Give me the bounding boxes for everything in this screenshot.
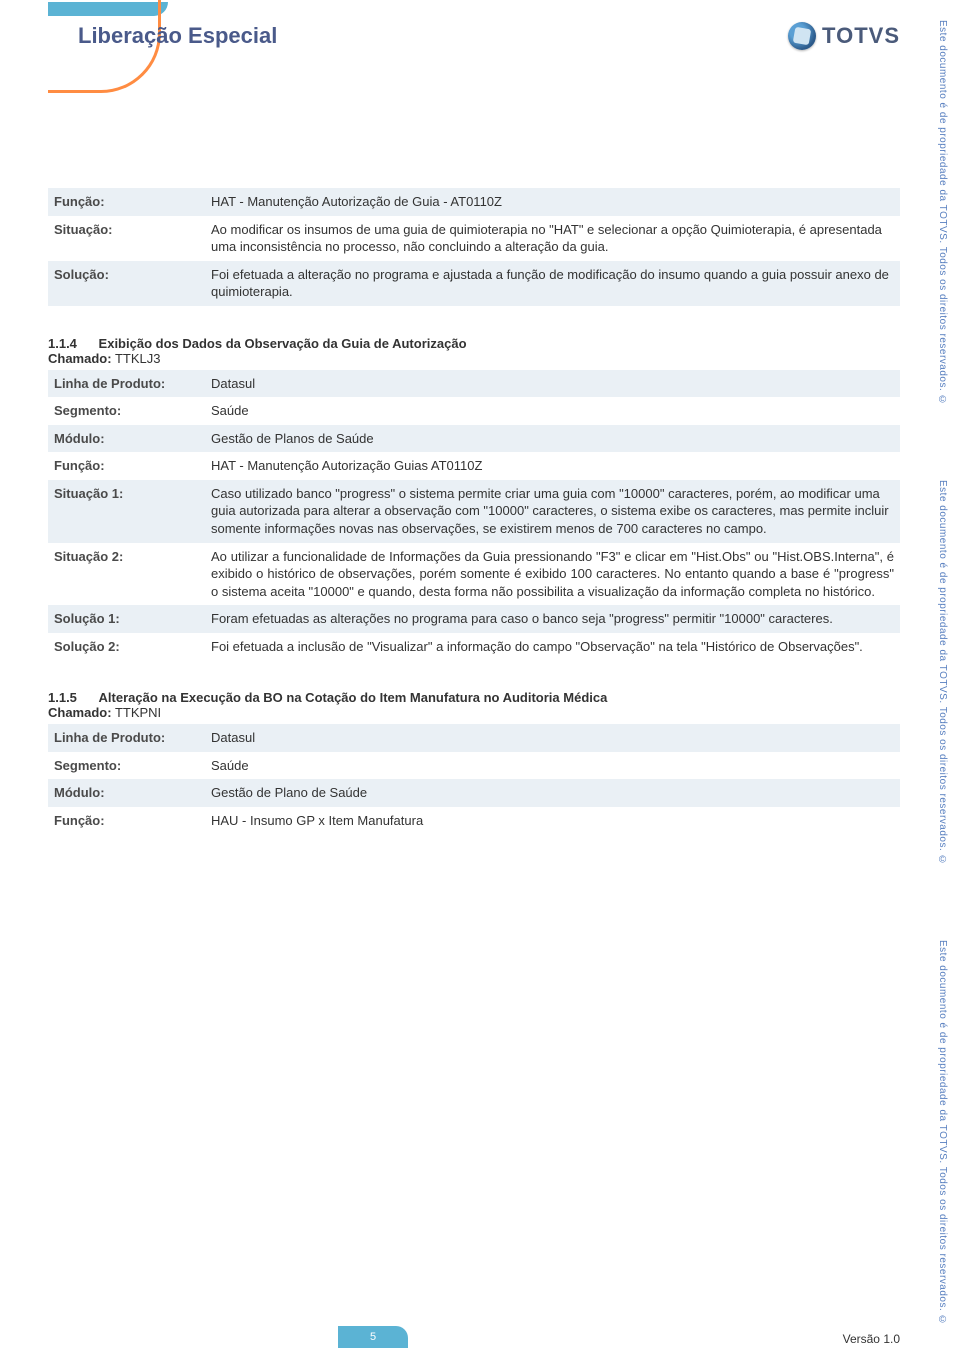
chamado-value: TTKLJ3 [112, 351, 161, 366]
side-watermark-1: Este documento é de propriedade da TOTVS… [928, 20, 948, 406]
side-watermark-3: Este documento é de propriedade da TOTVS… [928, 940, 948, 1326]
page-footer: 5 Versão 1.0 [48, 1322, 900, 1348]
chamado-114: Chamado: TTKLJ3 [48, 351, 900, 366]
logo-icon [788, 22, 816, 50]
chamado-value: TTKPNI [112, 705, 162, 720]
doc-title: Liberação Especial [78, 23, 277, 49]
section-header-114: 1.1.4 Exibição dos Dados da Observação d… [48, 336, 900, 351]
chamado-label: Chamado: [48, 351, 112, 366]
row-label: Função: [48, 807, 205, 835]
table-row: Linha de Produto:Datasul [48, 724, 900, 752]
row-value: Datasul [205, 724, 900, 752]
row-value: Ao modificar os insumos de uma guia de q… [205, 216, 900, 261]
info-table-115: Linha de Produto:DatasulSegmento:SaúdeMó… [48, 724, 900, 834]
row-value: HAT - Manutenção Autorização de Guia - A… [205, 188, 900, 216]
table-row: Solução 2:Foi efetuada a inclusão de "Vi… [48, 633, 900, 661]
row-label: Situação 2: [48, 543, 205, 606]
chamado-115: Chamado: TTKPNI [48, 705, 900, 720]
row-value: Gestão de Plano de Saúde [205, 779, 900, 807]
row-label: Solução: [48, 261, 205, 306]
row-value: Saúde [205, 397, 900, 425]
chamado-label: Chamado: [48, 705, 112, 720]
row-value: Datasul [205, 370, 900, 398]
section-title: Exibição dos Dados da Observação da Guia… [99, 336, 467, 351]
row-value: HAT - Manutenção Autorização Guias AT011… [205, 452, 900, 480]
table-row: Situação 1:Caso utilizado banco "progres… [48, 480, 900, 543]
row-label: Módulo: [48, 779, 205, 807]
section-num: 1.1.4 [48, 336, 77, 351]
section-header-115: 1.1.5 Alteração na Execução da BO na Cot… [48, 690, 900, 705]
table-row: Situação:Ao modificar os insumos de uma … [48, 216, 900, 261]
row-value: Gestão de Planos de Saúde [205, 425, 900, 453]
row-label: Solução 1: [48, 605, 205, 633]
table-row: Módulo:Gestão de Planos de Saúde [48, 425, 900, 453]
table-row: Módulo:Gestão de Plano de Saúde [48, 779, 900, 807]
row-value: Saúde [205, 752, 900, 780]
logo-text: TOTVS [822, 23, 900, 49]
side-watermark-2: Este documento é de propriedade da TOTVS… [928, 480, 948, 866]
row-value: Foram efetuadas as alterações no program… [205, 605, 900, 633]
row-label: Linha de Produto: [48, 724, 205, 752]
table-row: Solução:Foi efetuada a alteração no prog… [48, 261, 900, 306]
row-value: Caso utilizado banco "progress" o sistem… [205, 480, 900, 543]
row-label: Função: [48, 188, 205, 216]
row-label: Módulo: [48, 425, 205, 453]
table-row: Linha de Produto:Datasul [48, 370, 900, 398]
row-label: Solução 2: [48, 633, 205, 661]
row-value: Foi efetuada a alteração no programa e a… [205, 261, 900, 306]
logo: TOTVS [788, 22, 900, 50]
row-value: Ao utilizar a funcionalidade de Informaç… [205, 543, 900, 606]
table-row: Situação 2:Ao utilizar a funcionalidade … [48, 543, 900, 606]
row-label: Segmento: [48, 397, 205, 425]
row-value: Foi efetuada a inclusão de "Visualizar" … [205, 633, 900, 661]
row-label: Situação: [48, 216, 205, 261]
info-table-top: Função:HAT - Manutenção Autorização de G… [48, 188, 900, 306]
page-content: Função:HAT - Manutenção Autorização de G… [48, 188, 900, 864]
row-label: Função: [48, 452, 205, 480]
page-header: Liberação Especial TOTVS [48, 22, 900, 50]
table-row: Função:HAT - Manutenção Autorização Guia… [48, 452, 900, 480]
row-label: Situação 1: [48, 480, 205, 543]
page-number-tab: 5 [338, 1326, 408, 1348]
table-row: Segmento:Saúde [48, 397, 900, 425]
row-value: HAU - Insumo GP x Item Manufatura [205, 807, 900, 835]
section-title: Alteração na Execução da BO na Cotação d… [99, 690, 608, 705]
row-label: Linha de Produto: [48, 370, 205, 398]
table-row: Função:HAU - Insumo GP x Item Manufatura [48, 807, 900, 835]
table-row: Função:HAT - Manutenção Autorização de G… [48, 188, 900, 216]
section-num: 1.1.5 [48, 690, 77, 705]
version-text: Versão 1.0 [843, 1332, 900, 1346]
row-label: Segmento: [48, 752, 205, 780]
info-table-114: Linha de Produto:DatasulSegmento:SaúdeMó… [48, 370, 900, 661]
table-row: Solução 1:Foram efetuadas as alterações … [48, 605, 900, 633]
table-row: Segmento:Saúde [48, 752, 900, 780]
